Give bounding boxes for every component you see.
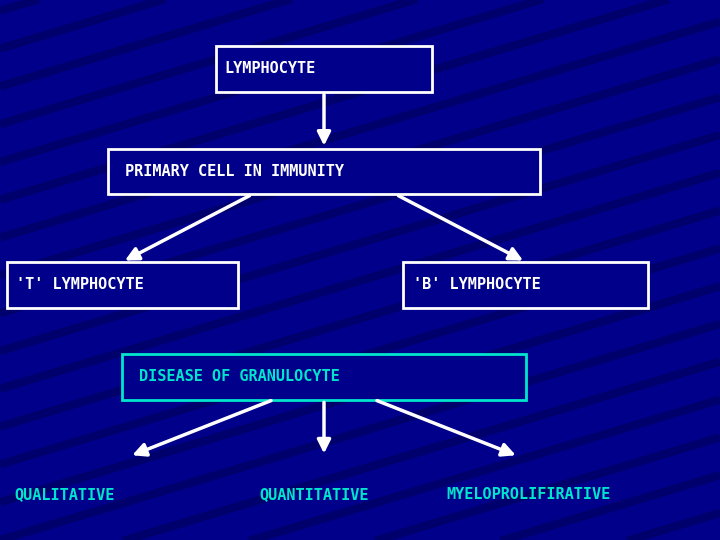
- Text: QUALITATIVE: QUALITATIVE: [14, 487, 114, 502]
- Bar: [122, 354, 526, 400]
- Bar: [7, 262, 238, 308]
- Bar: [108, 148, 540, 194]
- Text: LYMPHOCYTE: LYMPHOCYTE: [225, 62, 316, 76]
- Bar: [403, 262, 648, 308]
- Text: QUANTITATIVE: QUANTITATIVE: [259, 487, 369, 502]
- Text: PRIMARY CELL IN IMMUNITY: PRIMARY CELL IN IMMUNITY: [125, 164, 344, 179]
- Bar: [216, 46, 432, 92]
- Text: DISEASE OF GRANULOCYTE: DISEASE OF GRANULOCYTE: [138, 369, 339, 384]
- Text: 'B' LYMPHOCYTE: 'B' LYMPHOCYTE: [413, 278, 541, 292]
- Text: MYELOPROLIFIRATIVE: MYELOPROLIFIRATIVE: [446, 487, 611, 502]
- Text: 'T' LYMPHOCYTE: 'T' LYMPHOCYTE: [17, 278, 144, 292]
